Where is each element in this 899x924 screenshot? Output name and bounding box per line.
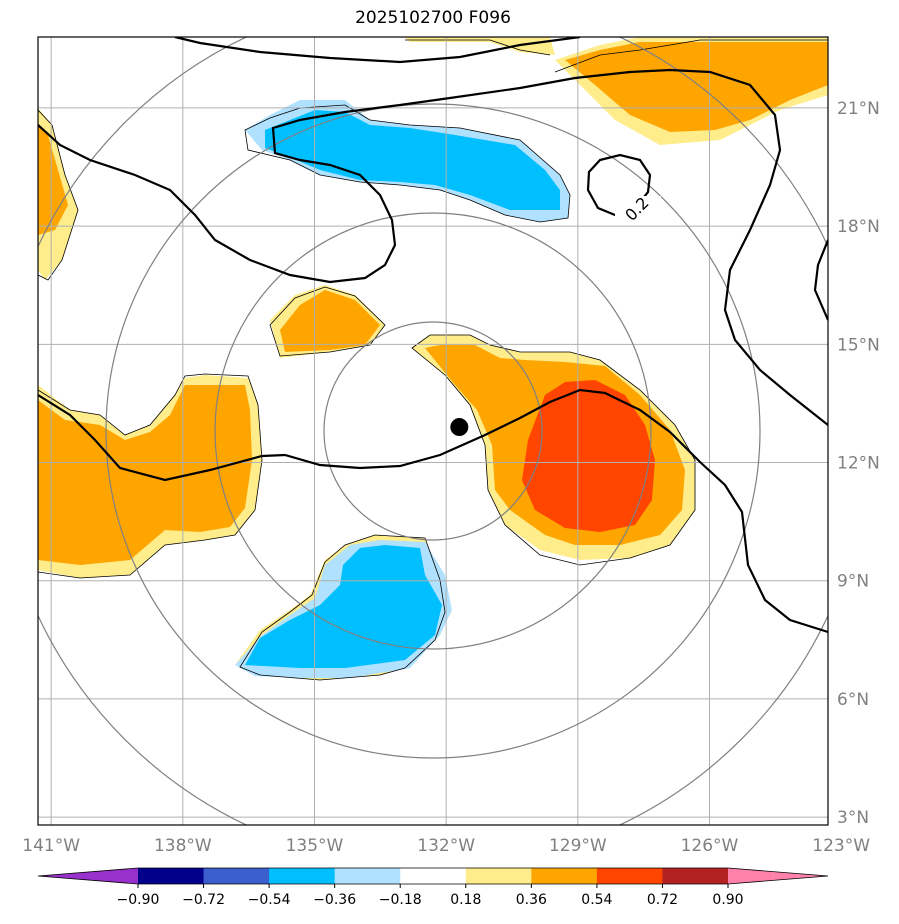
colorbar <box>37 867 829 888</box>
colorbar-tick-label: −0.90 <box>117 892 160 908</box>
colorbar-box <box>531 868 598 884</box>
colorbar-box <box>334 868 401 884</box>
map-frame <box>37 36 829 826</box>
colorbar-tick-label: 0.90 <box>712 892 743 908</box>
colorbar-box <box>269 868 336 884</box>
colorbar-tick-label: 0.36 <box>516 892 547 908</box>
map-title: 2025102700 F096 <box>355 8 511 28</box>
gridlines <box>38 37 828 825</box>
storm-center-marker <box>450 418 469 437</box>
map-plot-area: 0.2 <box>38 37 828 825</box>
lon-tick-label: 141°W <box>22 836 80 856</box>
lat-tick-label: 21°N <box>837 99 880 119</box>
lon-tick-label: 129°W <box>549 836 607 856</box>
colorbar-tick-label: 0.72 <box>647 892 678 908</box>
contour-label-bg <box>615 196 661 222</box>
colorbar-extend-min <box>38 868 138 884</box>
lat-tick-label: 12°N <box>837 454 880 474</box>
colorbar-box <box>138 868 205 884</box>
latitude-tick-labels: 3°N 6°N 9°N 12°N 15°N 18°N 21°N <box>837 99 880 828</box>
shading-blue <box>245 110 560 668</box>
lon-tick-label: 135°W <box>286 836 344 856</box>
lat-tick-label: 18°N <box>837 217 880 237</box>
colorbar-tick-label: −0.72 <box>182 892 225 908</box>
colorbar-tick-label: 0.18 <box>450 892 481 908</box>
colorbar-tick-label: −0.54 <box>248 892 291 908</box>
colorbar-box <box>596 868 663 884</box>
lat-tick-label: 15°N <box>837 335 880 355</box>
colorbar-tick-label: −0.18 <box>379 892 422 908</box>
longitude-tick-labels: 141°W 138°W 135°W 132°W 129°W 126°W 123°W <box>22 836 870 856</box>
lon-tick-label: 132°W <box>417 836 475 856</box>
colorbar-box <box>203 868 270 884</box>
lon-tick-label: 123°W <box>812 836 870 856</box>
colorbar-box <box>400 868 467 884</box>
colorbar-box <box>465 868 532 884</box>
colorbar-tick-labels: −0.90 −0.72 −0.54 −0.36 −0.18 0.18 0.36 0.54 0.7… <box>117 892 744 908</box>
colorbar-extend-max <box>728 868 828 884</box>
colorbar-tick-label: 0.54 <box>581 892 612 908</box>
lat-tick-label: 3°N <box>837 808 869 828</box>
colorbar-box <box>662 868 729 884</box>
lat-tick-label: 6°N <box>837 690 869 710</box>
colorbar-tick-label: −0.36 <box>313 892 356 908</box>
lon-tick-label: 138°W <box>154 836 212 856</box>
range-rings <box>38 37 828 825</box>
shading-red-orange <box>522 380 655 532</box>
shading-outlines <box>38 39 828 681</box>
contour-lines <box>38 37 828 634</box>
lon-tick-label: 126°W <box>681 836 739 856</box>
lat-tick-label: 9°N <box>837 572 869 592</box>
